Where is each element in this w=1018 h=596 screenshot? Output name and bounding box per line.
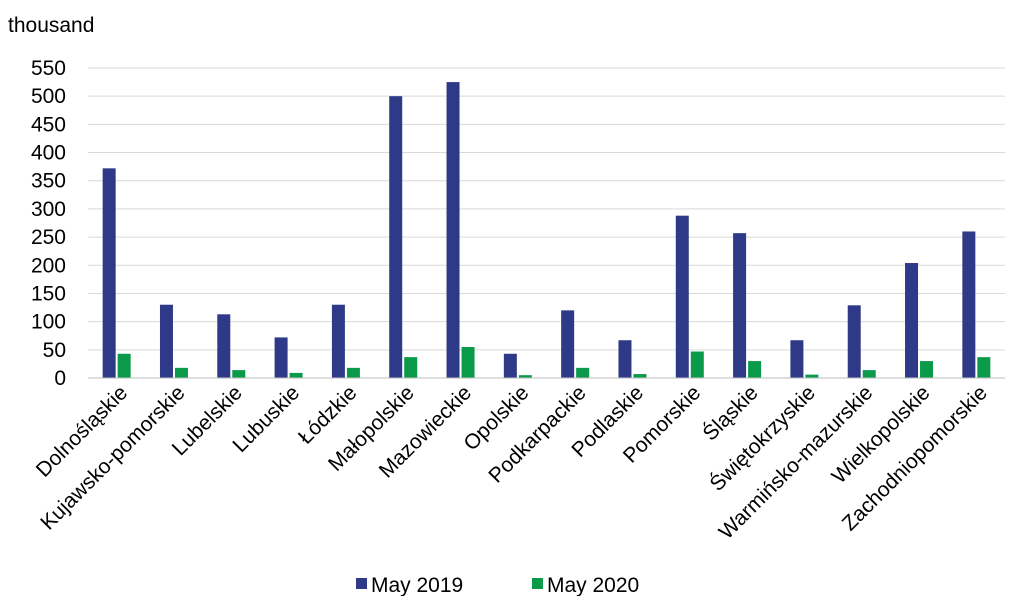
bar-may-2020 <box>404 357 418 378</box>
bar-may-2019 <box>102 168 116 378</box>
bar-may-2020 <box>862 370 876 378</box>
y-tick-label: 250 <box>31 226 66 249</box>
bar-may-2019 <box>503 353 517 378</box>
bar-may-2019 <box>389 96 403 378</box>
bar-may-2020 <box>289 372 303 378</box>
bar-may-2019 <box>905 263 919 378</box>
bar-may-2020 <box>461 347 475 378</box>
y-tick-label: 400 <box>31 142 66 165</box>
bar-may-2020 <box>346 367 360 378</box>
bar-may-2020 <box>690 351 704 378</box>
y-tick-label: 550 <box>31 57 66 80</box>
bar-may-2020 <box>232 370 246 378</box>
y-tick-label: 150 <box>31 282 66 305</box>
legend-label: May 2020 <box>547 574 639 596</box>
bar-may-2020 <box>518 375 532 378</box>
y-tick-label: 200 <box>31 254 66 277</box>
legend-swatch <box>532 578 543 589</box>
unit-label: thousand <box>8 14 94 37</box>
bar-may-2019 <box>561 310 575 378</box>
bar-may-2019 <box>217 314 231 378</box>
bar-may-2019 <box>847 305 861 378</box>
bar-may-2019 <box>274 337 288 378</box>
bar-may-2019 <box>446 82 460 378</box>
y-tick-label: 100 <box>31 311 66 334</box>
x-category-label: Świętokrzyskie <box>705 381 820 496</box>
bar-may-2019 <box>159 304 173 378</box>
bar-may-2020 <box>977 357 991 378</box>
bar-may-2019 <box>733 233 747 378</box>
bar-may-2020 <box>805 374 819 378</box>
gridlines <box>88 67 1005 351</box>
bar-may-2020 <box>748 361 762 378</box>
y-tick-label: 450 <box>31 113 66 136</box>
y-tick-label: 0 <box>54 367 66 390</box>
legend: May 2019 May 2020 <box>356 574 639 596</box>
y-tick-label: 300 <box>31 198 66 221</box>
bar-may-2019 <box>331 304 345 378</box>
y-tick-label: 50 <box>43 339 66 362</box>
bar-may-2019 <box>675 215 689 378</box>
bar-may-2020 <box>633 374 647 378</box>
bar-may-2019 <box>790 340 804 378</box>
bar-may-2020 <box>920 361 934 378</box>
x-axis-labels: DolnośląskieKujawsko-pomorskieLubelskieL… <box>32 381 992 544</box>
y-axis-ticks: 0 50 100 150 200 250 300 350 400 450 500 550 <box>31 57 66 390</box>
y-tick-label: 500 <box>31 85 66 108</box>
y-tick-label: 350 <box>31 170 66 193</box>
bar-may-2020 <box>576 367 590 378</box>
legend-label: May 2019 <box>371 574 463 596</box>
legend-swatch <box>356 578 367 589</box>
bar-may-2020 <box>174 367 188 378</box>
bars <box>102 82 991 378</box>
bar-may-2019 <box>962 231 976 378</box>
bar-may-2019 <box>618 340 632 378</box>
bar-may-2020 <box>117 353 131 378</box>
